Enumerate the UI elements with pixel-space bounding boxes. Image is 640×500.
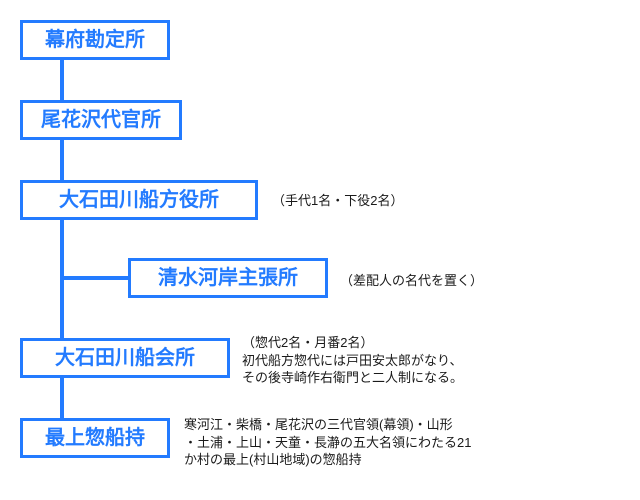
connector-5-6 [60, 378, 64, 418]
annot-node6: 寒河江・柴橋・尾花沢の三代官領(幕領)・山形 ・土浦・上山・天童・長瀞の五大名領… [184, 416, 471, 469]
connector-2-3 [60, 140, 64, 180]
annot-node4: （差配人の名代を置く） [340, 272, 483, 290]
node-obanazawa-daikansho: 尾花沢代官所 [20, 100, 182, 140]
annot-node3: （手代1名・下役2名） [272, 192, 403, 210]
node-shimizu-kashi: 清水河岸主張所 [128, 258, 328, 298]
annot-node5: （惣代2名・月番2名） 初代船方惣代には戸田安太郎がなり、 その後寺崎作右衛門と… [242, 334, 463, 387]
node-bakufu-kanjosho: 幕府勘定所 [20, 20, 170, 60]
connector-branch-4 [60, 276, 128, 280]
node-oishida-funakaisho: 大石田川船会所 [20, 338, 230, 378]
node-oishida-funakata: 大石田川船方役所 [20, 180, 258, 220]
node-mogami-sofunamochi: 最上惣船持 [20, 418, 170, 458]
connector-1-2 [60, 60, 64, 100]
